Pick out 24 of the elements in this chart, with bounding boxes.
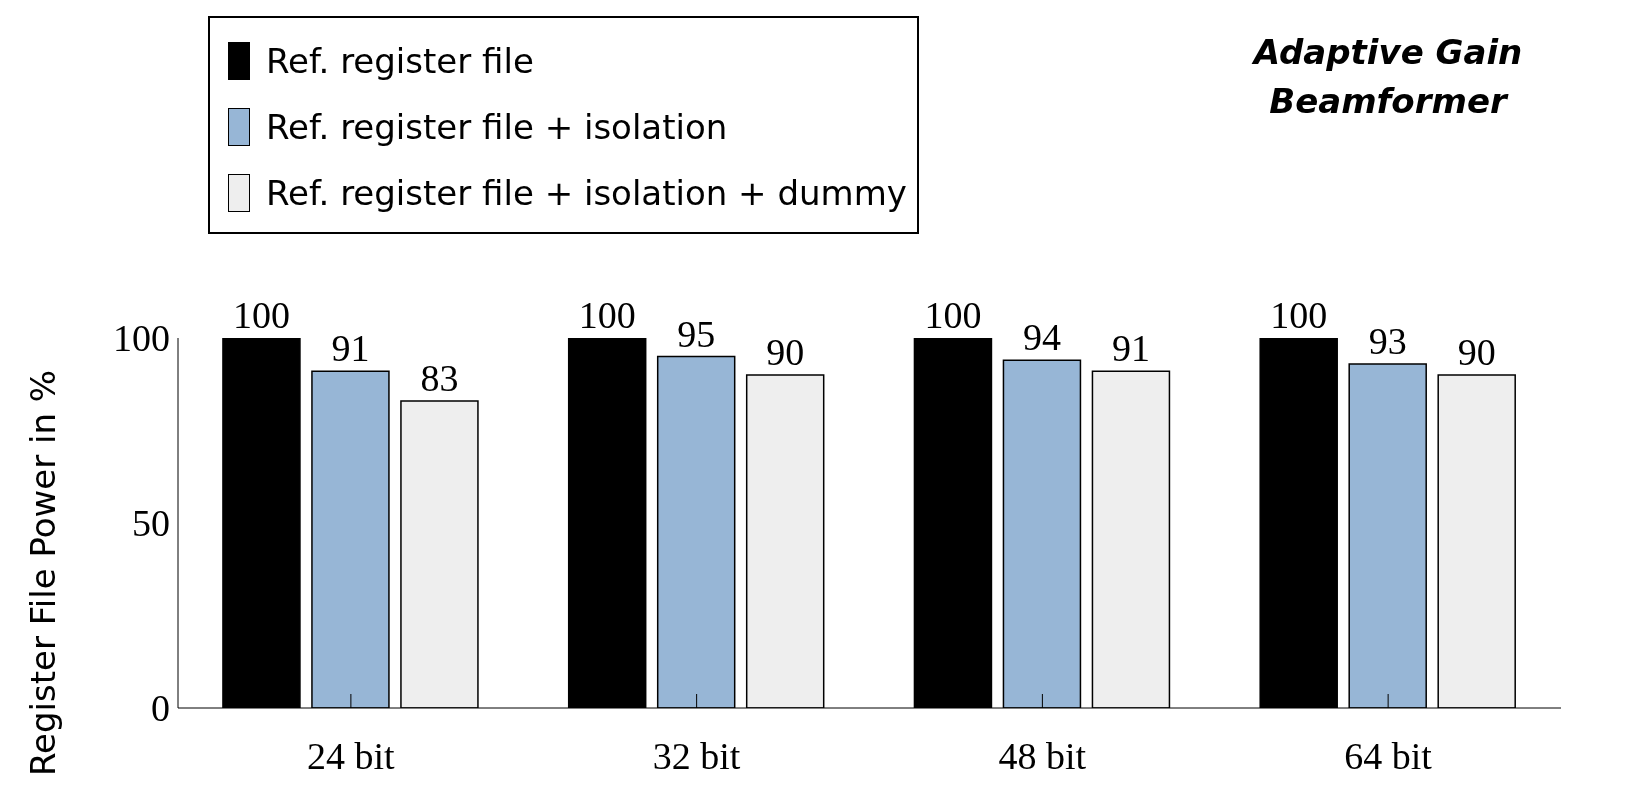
y-tick-label: 50 [132,502,170,545]
data-label: 93 [1368,319,1407,362]
data-label: 100 [578,294,636,336]
data-label: 90 [766,331,805,373]
data-label: 83 [420,356,459,399]
legend-label: Ref. register file [266,41,534,81]
data-label: 100 [232,294,290,336]
x-tick-label: 24 bit [307,734,396,777]
x-tick-label: 48 bit [998,734,1087,777]
data-label: 91 [331,327,370,370]
data-label: 90 [1457,331,1496,373]
data-label: 95 [677,312,716,355]
legend-label: Ref. register file + isolation [266,107,728,147]
x-tick-label: 64 bit [1344,734,1433,777]
y-tick-label: 0 [151,687,170,730]
y-tick-label: 100 [113,317,170,360]
data-label: 91 [1111,327,1150,370]
legend-label: Ref. register file + isolation + dummy [266,173,907,213]
y-axis-title: Register File Power in % [23,369,64,777]
x-tick-label: 32 bit [652,734,741,777]
data-label: 100 [1270,294,1328,336]
data-label: 94 [1022,316,1061,359]
data-label: 100 [924,294,982,336]
chart-title: Adaptive Gain Beamformer [1250,31,1524,124]
